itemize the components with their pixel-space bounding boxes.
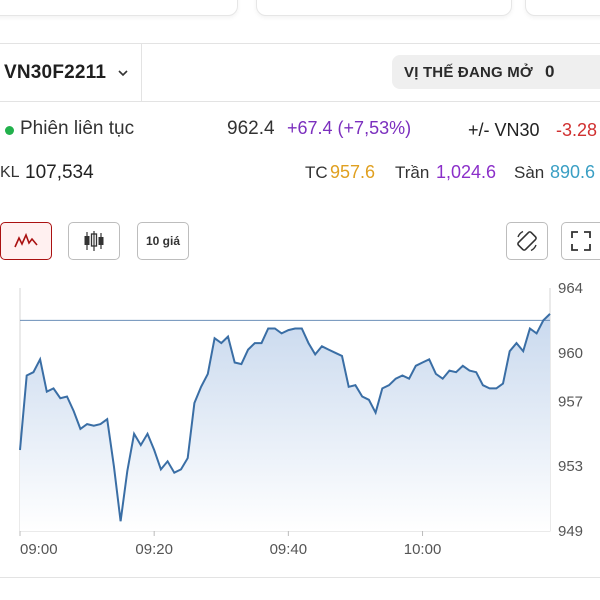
candlestick-button[interactable] <box>68 222 120 260</box>
open-position-value: 0 <box>544 62 555 81</box>
y-tick-label: 964 <box>558 280 583 297</box>
quote-row-stats: KL 107,534 TC 957.6 Trần 1,024.6 Sàn 890… <box>0 161 600 187</box>
vn30-diff-value: -3.28 <box>556 120 598 140</box>
top-cards <box>0 0 600 20</box>
rotate-screen-button[interactable] <box>506 222 548 260</box>
volume-value: 107,534 <box>25 162 94 183</box>
x-tick-label: 09:40 <box>270 541 308 558</box>
top-card-right[interactable] <box>525 0 600 16</box>
price-chart[interactable]: 964 960 957 953 949 09:00 09:20 09:40 10:00 <box>0 278 600 568</box>
chart-bottom-divider <box>0 577 600 578</box>
header-bottom-divider <box>0 101 600 102</box>
ceiling-value: 1,024.6 <box>436 162 497 182</box>
vn30-diff-label: +/- VN30 <box>468 120 540 140</box>
y-tick-label: 960 <box>558 345 583 362</box>
price-chart-svg: 964 960 957 953 949 09:00 09:20 09:40 10:00 <box>19 280 583 558</box>
rotate-screen-icon <box>517 230 537 252</box>
candlestick-icon <box>84 231 104 251</box>
x-tick-label: 09:00 <box>20 541 58 558</box>
volume-label: KL <box>0 164 20 181</box>
ceiling-label: Trần <box>395 163 430 182</box>
fullscreen-button[interactable] <box>561 222 600 260</box>
floor-label: Sàn <box>514 163 545 182</box>
session-status-dot <box>5 126 14 135</box>
y-tick-label: 953 <box>558 458 583 475</box>
depth-button-label: 10 giá <box>145 234 181 248</box>
symbol-select[interactable]: VN30F2211 <box>0 44 142 101</box>
line-chart-icon <box>14 232 38 248</box>
reference-label: TC <box>305 163 328 182</box>
header-top-divider <box>0 43 600 44</box>
reference-value: 957.6 <box>330 162 376 182</box>
depth-button[interactable]: 10 giá <box>137 222 189 260</box>
floor-value: 890.6 <box>550 162 596 182</box>
quote-row-price: Phiên liên tục 962.4 +67.4 (+7,53%) +/- … <box>0 118 600 144</box>
y-tick-label: 957 <box>558 393 583 410</box>
top-card-left[interactable] <box>0 0 238 16</box>
top-card-middle[interactable] <box>256 0 512 16</box>
price-change: +67.4 (+7,53%) <box>287 118 412 138</box>
price-line <box>19 313 551 522</box>
price-area <box>20 313 550 531</box>
line-chart-button[interactable] <box>0 222 52 260</box>
y-tick-label: 949 <box>558 523 583 540</box>
last-price: 962.4 <box>227 118 275 139</box>
chevron-down-icon <box>118 69 128 76</box>
fullscreen-icon <box>571 231 591 251</box>
session-label: Phiên liên tục <box>20 118 135 139</box>
x-tick-label: 09:20 <box>135 541 173 558</box>
open-position-label: VỊ THẾ ĐANG MỞ <box>404 63 533 81</box>
symbol-label: VN30F2211 <box>4 61 107 83</box>
open-position-badge[interactable]: VỊ THẾ ĐANG MỞ 0 <box>392 55 600 89</box>
x-tick-label: 10:00 <box>404 541 442 558</box>
